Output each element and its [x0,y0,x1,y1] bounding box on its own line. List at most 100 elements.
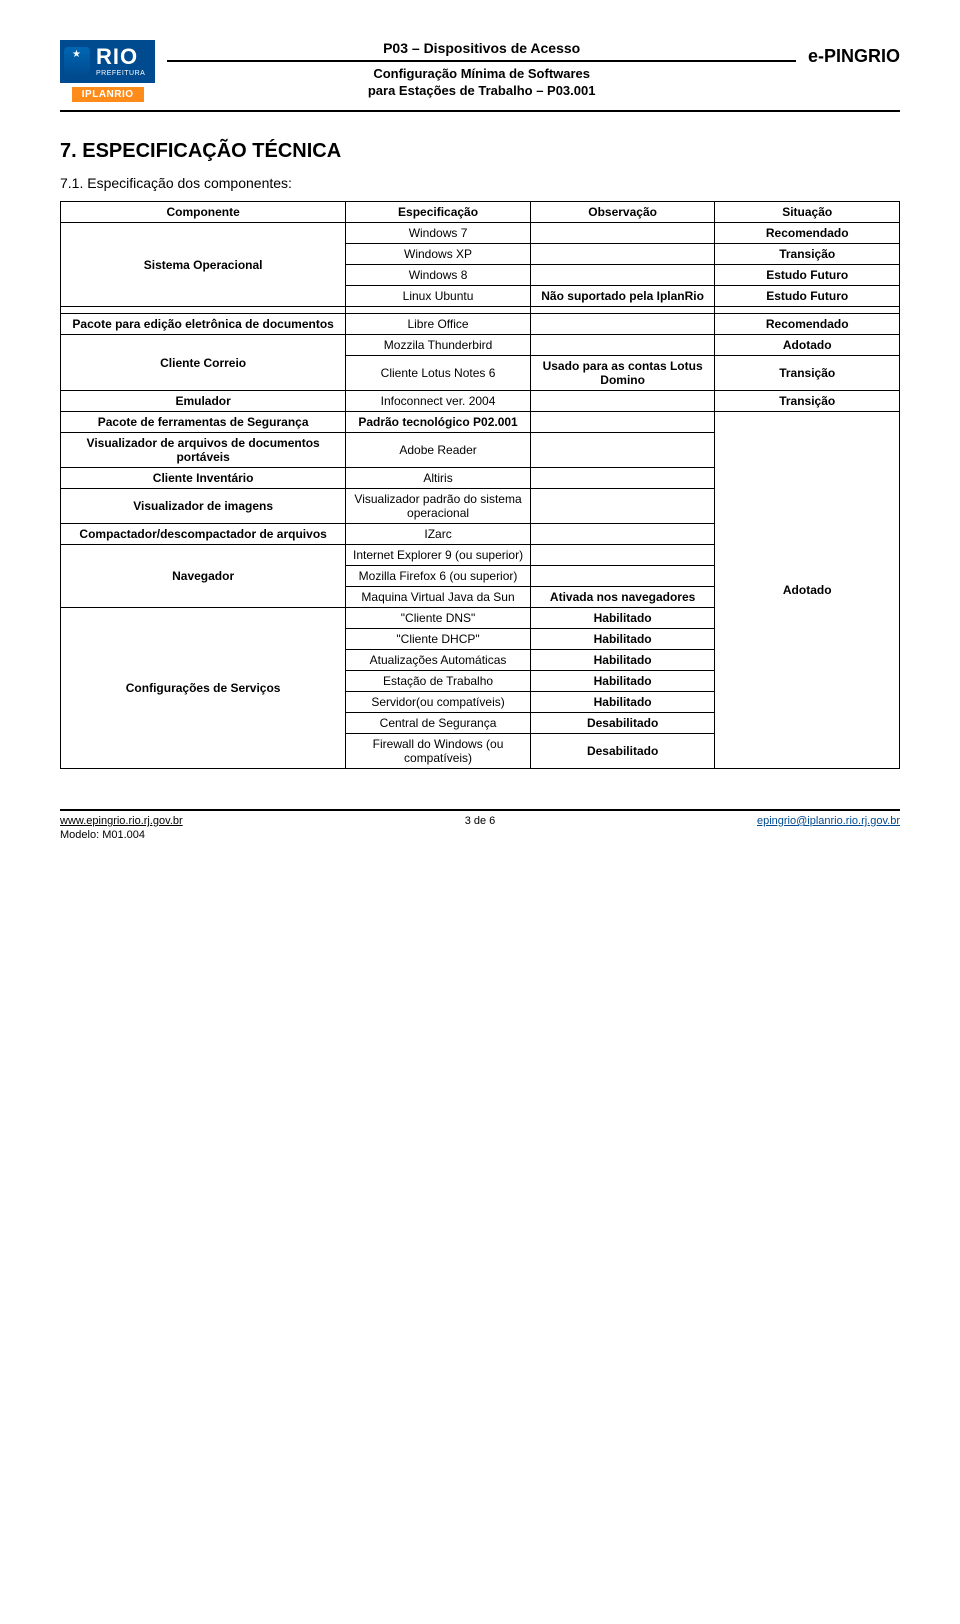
cell: Estudo Futuro [715,265,900,286]
cell [530,433,715,468]
table-head-row: Componente Especificação Observação Situ… [61,202,900,223]
cell: "Cliente DNS" [346,608,531,629]
cell: Recomendado [715,314,900,335]
cell: Transição [715,391,900,412]
cell: Firewall do Windows (ou compatíveis) [346,734,531,769]
logo-block: RIO PREFEITURA IPLANRIO [60,40,155,102]
cell [530,468,715,489]
cell [530,489,715,524]
page-footer: www.epingrio.rio.rj.gov.br 3 de 6 epingr… [60,809,900,827]
cell [530,335,715,356]
table-row: Emulador Infoconnect ver. 2004 Transição [61,391,900,412]
cell: Visualizador de arquivos de documentos p… [61,433,346,468]
cell: Atualizações Automáticas [346,650,531,671]
page-header: RIO PREFEITURA IPLANRIO P03 – Dispositiv… [60,40,900,112]
cell: Transição [715,244,900,265]
cell: Adobe Reader [346,433,531,468]
header-top-line: P03 – Dispositivos de Acesso [167,40,796,62]
cell [530,307,715,314]
cell: Internet Explorer 9 (ou superior) [346,545,531,566]
cell-sistema-op: Sistema Operacional [61,223,346,307]
cell: "Cliente DHCP" [346,629,531,650]
header-sub1: Configuração Mínima de Softwares [167,66,796,83]
spec-table: Componente Especificação Observação Situ… [60,201,900,769]
cell: Mozzila Thunderbird [346,335,531,356]
cell: Usado para as contas Lotus Domino [530,356,715,391]
th-componente: Componente [61,202,346,223]
cell: Adotado [715,335,900,356]
table-row: Pacote para edição eletrônica de documen… [61,314,900,335]
cell [530,412,715,433]
table-row: Cliente Correio Mozzila Thunderbird Adot… [61,335,900,356]
cell: Libre Office [346,314,531,335]
cell [530,314,715,335]
logo-prefeitura: PREFEITURA [96,70,145,79]
cell: Pacote para edição eletrônica de documen… [61,314,346,335]
cell [530,223,715,244]
cell: Habilitado [530,692,715,713]
crest-icon [64,47,90,77]
footer-email[interactable]: epingrio@iplanrio.rio.rj.gov.br [620,815,900,827]
cell: Central de Segurança [346,713,531,734]
cell: Infoconnect ver. 2004 [346,391,531,412]
header-sub2: para Estações de Trabalho – P03.001 [167,83,796,100]
logo-rio-text: RIO [96,44,138,69]
cell: Cliente Inventário [61,468,346,489]
section-title: 7. ESPECIFICAÇÃO TÉCNICA [60,140,900,163]
cell: Linux Ubuntu [346,286,531,307]
cell [530,545,715,566]
footer-left: www.epingrio.rio.rj.gov.br [60,815,340,827]
th-especificacao: Especificação [346,202,531,223]
subsection-title: 7.1. Especificação dos componentes: [60,175,900,191]
cell [61,307,346,314]
th-situacao: Situação [715,202,900,223]
table-row: Pacote de ferramentas de Segurança Padrã… [61,412,900,433]
cell: Mozilla Firefox 6 (ou superior) [346,566,531,587]
cell: Cliente Correio [61,335,346,391]
cell [715,307,900,314]
cell: Servidor(ou compatíveis) [346,692,531,713]
cell: IZarc [346,524,531,545]
cell: Cliente Lotus Notes 6 [346,356,531,391]
cell [530,566,715,587]
cell: Recomendado [715,223,900,244]
cell: Windows 7 [346,223,531,244]
footer-url[interactable]: www.epingrio.rio.rj.gov.br [60,815,183,827]
cell: Habilitado [530,608,715,629]
cell [530,391,715,412]
header-center: P03 – Dispositivos de Acesso Configuraçã… [167,40,796,100]
cell: Ativada nos navegadores [530,587,715,608]
cell: Habilitado [530,671,715,692]
table-row [61,307,900,314]
cell: Estação de Trabalho [346,671,531,692]
cell: Habilitado [530,650,715,671]
cell: Estudo Futuro [715,286,900,307]
cell: Visualizador de imagens [61,489,346,524]
cell [530,524,715,545]
cell: Maquina Virtual Java da Sun [346,587,531,608]
cell: Navegador [61,545,346,608]
cell: Emulador [61,391,346,412]
cell: Transição [715,356,900,391]
cell [530,265,715,286]
footer-page: 3 de 6 [340,815,620,827]
table-row: Sistema Operacional Windows 7 Recomendad… [61,223,900,244]
cell: Configurações de Serviços [61,608,346,769]
cell: Visualizador padrão do sistema operacion… [346,489,531,524]
cell: Não suportado pela IplanRio [530,286,715,307]
cell: Padrão tecnológico P02.001 [346,412,531,433]
cell: Windows XP [346,244,531,265]
cell: Windows 8 [346,265,531,286]
cell [530,244,715,265]
cell: Compactador/descompactador de arquivos [61,524,346,545]
rio-logo: RIO PREFEITURA [60,40,155,83]
cell-adotado-block: Adotado [715,412,900,769]
footer-model: Modelo: M01.004 [60,829,900,841]
cell: Desabilitado [530,713,715,734]
cell: Desabilitado [530,734,715,769]
th-observacao: Observação [530,202,715,223]
cell: Altiris [346,468,531,489]
cell [346,307,531,314]
cell: Pacote de ferramentas de Segurança [61,412,346,433]
iplanrio-badge: IPLANRIO [72,87,144,102]
